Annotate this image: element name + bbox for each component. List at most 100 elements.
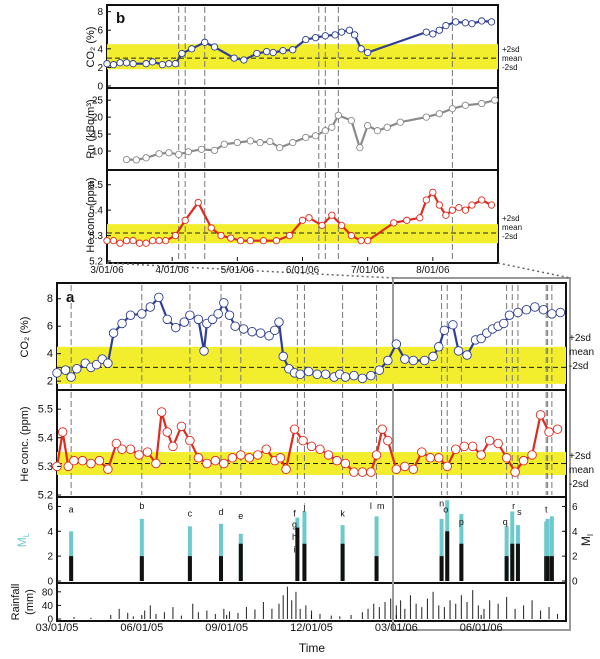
panel-b-co2-point-29 <box>364 48 372 57</box>
panel-b-rn-point-11 <box>246 137 255 145</box>
panel-a-he-point-35 <box>323 450 334 460</box>
panel-a-he-point-39 <box>357 467 368 477</box>
panel-a-rainfall-xtick-label-3: 12/01/05 <box>290 622 333 634</box>
panel-a-he-point-5 <box>86 458 96 469</box>
panel-a-he-point-8 <box>111 438 122 449</box>
panel-a-he-point-7 <box>103 464 113 475</box>
panel-a-co2-point-53 <box>434 342 444 352</box>
panel-a-he-point-60 <box>527 450 537 460</box>
panel-b-co2-point-2 <box>116 59 124 67</box>
panel-a-he-point-2 <box>63 461 74 472</box>
panel-b-rn-point-23 <box>364 121 372 130</box>
panel-a-he-point-61 <box>535 410 546 420</box>
panel-b-co2-point-1 <box>109 60 118 69</box>
event-label-o: o <box>443 505 448 515</box>
mi-bar-d <box>219 556 224 581</box>
mi-bar-b <box>139 556 144 581</box>
panel-a-he-point-47 <box>417 447 427 457</box>
panel-a-co2-point-50 <box>408 355 419 366</box>
panel-b-co2-point-19 <box>279 47 287 55</box>
panel-b-he-point-24 <box>328 211 336 219</box>
panel-b-co2-point-6 <box>148 58 157 66</box>
panel-b-co2-point-28 <box>357 45 365 53</box>
panel-a-he-point-36 <box>332 455 342 466</box>
panel-a-co2-point-68 <box>538 304 549 315</box>
panel-b-rn-ytick-label-2: 20 <box>92 113 104 124</box>
event-label-b: b <box>139 501 144 511</box>
panel-b-he-point-40 <box>478 196 486 204</box>
panel-b-rn-point-27 <box>422 113 430 121</box>
panel-a-co2-minus2sd: -2sd <box>569 361 588 372</box>
panel-b-rn-point-15 <box>289 138 297 147</box>
mi-bar-q <box>545 556 550 581</box>
panel-b-rn-point-4 <box>165 149 173 157</box>
panel-a-he-point-3 <box>69 455 79 466</box>
panel-a-co2-point-11 <box>125 310 136 320</box>
panel-a-he-point-33 <box>306 441 317 452</box>
panel-b-he-ylabel: He conc. (ppm) <box>85 177 97 252</box>
panel-a-co2-point-10 <box>117 318 127 329</box>
panel-b-co2-ylabel: CO₂ (%) <box>85 27 97 68</box>
mi-bar-k <box>445 531 450 581</box>
event-label-h: h <box>292 532 297 542</box>
mi-bar-a <box>69 556 74 581</box>
panel-b-co2-point-33 <box>442 21 450 30</box>
panel-b-rn-point-31 <box>478 99 486 108</box>
mi-bar-i <box>374 556 379 581</box>
mi-bar-j <box>439 556 444 581</box>
panel-a-he-point-40 <box>366 467 376 477</box>
panel-b-rn-ytick-label-3: 25 <box>92 96 104 107</box>
panel-b-co2-point-14 <box>230 54 238 62</box>
panel-a-he-point-49 <box>434 453 444 463</box>
panel-b-he-point-22 <box>305 214 313 222</box>
event-label-i: i <box>294 544 296 554</box>
ml-label-sub: L <box>22 532 31 537</box>
panel-a-co2-point-46 <box>374 365 385 375</box>
panel-a-co2-point-2 <box>66 372 76 382</box>
ml-bar-j <box>439 518 444 581</box>
panel-b-he-point-19 <box>272 237 281 245</box>
panel-a-xlabel: Time <box>299 641 326 655</box>
ml-bar-d <box>219 523 224 581</box>
panel-a-ml-axis-label: ML <box>15 532 31 547</box>
panel-a-co2-point-31 <box>269 325 280 336</box>
panel-a-earthquakes-ytick-label-0: 0 <box>572 577 578 588</box>
panel-a-rainfall-ytick-label-2: 80 <box>42 587 54 598</box>
event-label-e: e <box>238 511 243 521</box>
panel-b-he-point-18 <box>259 237 268 245</box>
panel-a-he-point-30 <box>281 464 291 475</box>
event-label-a: a <box>69 505 74 515</box>
panel-b-he-point-4 <box>129 237 137 245</box>
panel-b-he-point-14 <box>217 231 225 240</box>
panel-b-co2-point-27 <box>350 31 359 39</box>
panel-a-co2-point-22 <box>207 314 218 325</box>
panel-a-he-point-37 <box>340 458 351 469</box>
panel-a-he-point-51 <box>450 444 461 454</box>
panel-b-rn-point-12 <box>256 138 264 147</box>
panel-b-rn-point-24 <box>373 127 382 135</box>
panel-b-co2-point-5 <box>142 60 150 68</box>
panel-a-he-point-46 <box>408 464 419 475</box>
panel-a-co2-mean: mean <box>569 347 594 358</box>
panel-b-he-ytick-label-1: 5.3 <box>89 231 103 242</box>
panel-a-co2-point-63 <box>499 318 509 329</box>
panel-a-co2-point-15 <box>162 314 173 325</box>
panel-b-he-xtick-label-4: 7/01/06 <box>351 265 385 276</box>
panel-a-co2-point-64 <box>504 310 515 320</box>
mi-bar-c <box>187 556 192 581</box>
event-label-t: t <box>545 505 548 515</box>
panel-a-he-point-17 <box>176 421 187 432</box>
panel-b-he-ytick-label-3: 5.5 <box>89 180 103 191</box>
panel-b-rn-point-16 <box>302 133 310 142</box>
panel-b-co2-ytick-label-2: 4 <box>97 44 103 55</box>
panel-a-rainfall-xtick-label-0: 03/01/05 <box>36 622 79 634</box>
panel-b-co2-ytick-label-3: 6 <box>97 26 103 37</box>
panel-b-rn-point-18 <box>321 127 329 135</box>
mi-bar-o <box>515 543 520 581</box>
panel-a-co2-point-47 <box>383 355 393 366</box>
panel-b-he-point-12 <box>194 198 202 207</box>
panel-a-rainfall-xtick-label-1: 06/01/05 <box>120 622 163 634</box>
panel-a-co2-point-0 <box>52 368 62 378</box>
panel-a-earthquakes-ytick-label-1: 2 <box>572 552 578 563</box>
